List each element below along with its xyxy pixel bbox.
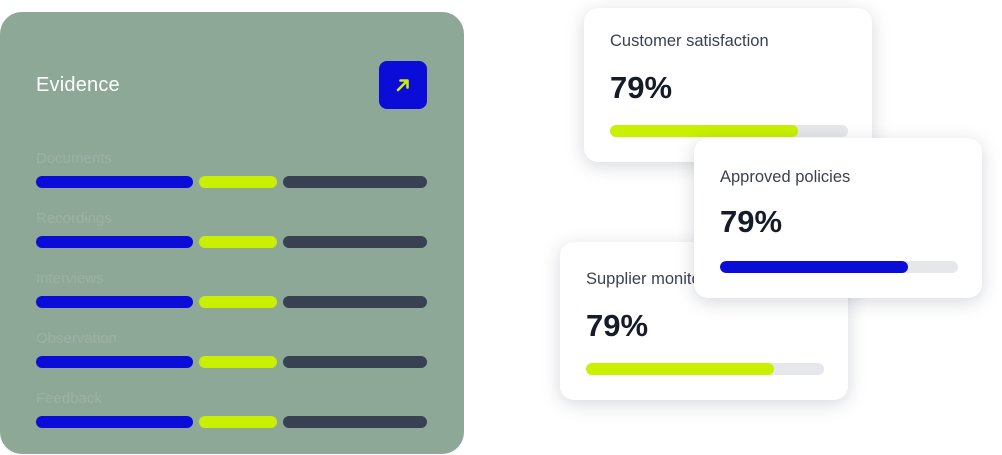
- metric-card: Approved policies 79%: [694, 138, 982, 298]
- bar-segment-lime: [199, 296, 277, 308]
- metric-value: 79%: [610, 70, 673, 105]
- row-label: Feedback: [36, 390, 102, 407]
- bar-segment-slate: [283, 176, 427, 188]
- progress-track: [610, 125, 848, 137]
- row-label: Interviews: [36, 270, 104, 287]
- bar-segment-lime: [199, 416, 277, 428]
- bar-segment-slate: [283, 356, 427, 368]
- row-label: Recordings: [36, 210, 112, 227]
- progress-track: [720, 261, 958, 273]
- bar-segment-blue: [36, 236, 193, 248]
- evidence-row: Observation: [36, 320, 427, 380]
- evidence-row: Recordings: [36, 200, 427, 260]
- evidence-rows: Documents Recordings Interviews Observat…: [36, 140, 427, 440]
- metric-value: 79%: [586, 308, 649, 343]
- bar-segment-lime: [199, 356, 277, 368]
- metric-card: Customer satisfaction 79%: [584, 8, 872, 162]
- progress-fill: [720, 261, 909, 273]
- bar-segment-blue: [36, 296, 193, 308]
- bar-segment-blue: [36, 416, 193, 428]
- bar-segment-slate: [283, 236, 427, 248]
- metric-label: Customer satisfaction: [610, 32, 769, 50]
- metric-value: 79%: [720, 204, 783, 239]
- evidence-panel: Evidence Documents Recordings Interviews…: [0, 12, 464, 454]
- bar-segment-slate: [283, 416, 427, 428]
- evidence-row: Documents: [36, 140, 427, 200]
- metric-label: Approved policies: [720, 168, 851, 186]
- bar-segment-blue: [36, 356, 193, 368]
- row-label: Observation: [36, 330, 117, 347]
- evidence-row: Feedback: [36, 380, 427, 440]
- open-evidence-button[interactable]: [379, 61, 427, 109]
- panel-title: Evidence: [36, 74, 120, 96]
- metric-label: Supplier monitoring: [586, 270, 729, 288]
- bar-segment-lime: [199, 176, 277, 188]
- bar-segment-blue: [36, 176, 193, 188]
- bar-segment-lime: [199, 236, 277, 248]
- bar-segment-slate: [283, 296, 427, 308]
- progress-fill: [586, 363, 775, 375]
- progress-fill: [610, 125, 799, 137]
- progress-track: [586, 363, 824, 375]
- evidence-row: Interviews: [36, 260, 427, 320]
- arrow-up-right-icon: [396, 79, 409, 92]
- row-label: Documents: [36, 150, 112, 167]
